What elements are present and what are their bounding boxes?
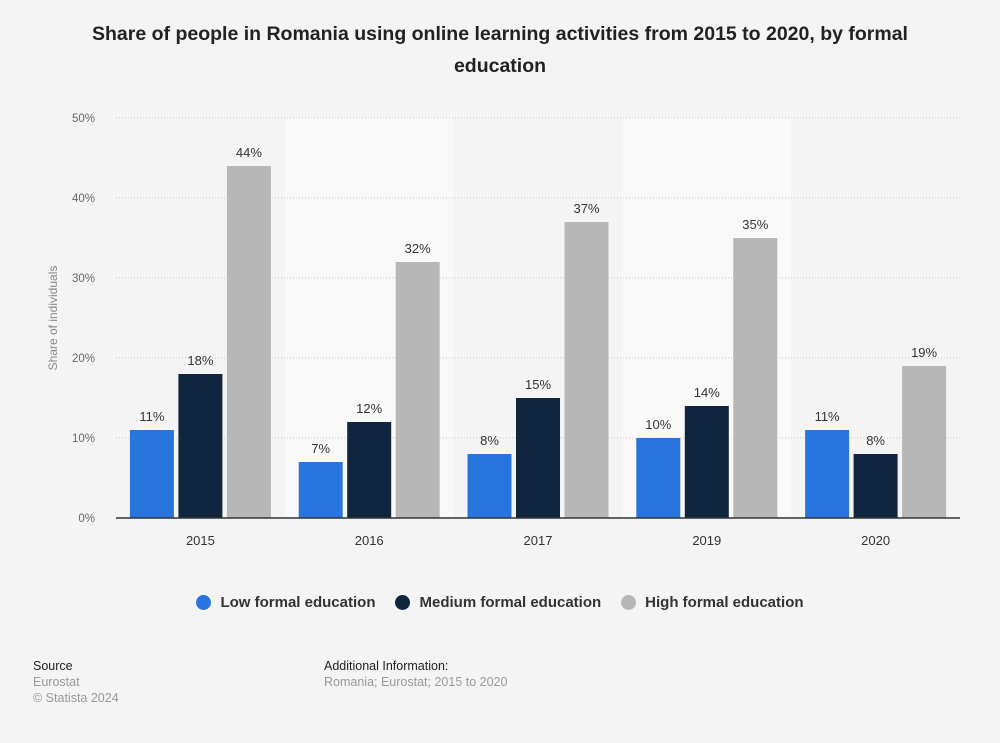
bar-2019-1 bbox=[684, 406, 729, 518]
source-label: Source bbox=[33, 659, 73, 673]
data-label: 11% bbox=[139, 409, 164, 424]
x-tick-label: 2019 bbox=[692, 533, 721, 548]
bar-2017-1 bbox=[516, 398, 560, 518]
bar-2016-0 bbox=[298, 462, 343, 518]
data-label: 14% bbox=[694, 385, 720, 400]
bar-2015-0 bbox=[129, 430, 174, 518]
bar-2019-0 bbox=[636, 438, 681, 518]
x-tick-label: 2020 bbox=[861, 533, 890, 548]
legend-dot-low bbox=[196, 595, 212, 610]
bar-2020-1 bbox=[853, 454, 898, 518]
legend-dot-high bbox=[621, 595, 637, 610]
data-label: 19% bbox=[911, 345, 937, 360]
x-tick-label: 2015 bbox=[186, 533, 215, 548]
copyright: © Statista 2024 bbox=[33, 691, 119, 705]
data-label: 8% bbox=[480, 433, 499, 448]
data-label: 37% bbox=[573, 201, 599, 216]
data-label: 35% bbox=[742, 217, 768, 232]
data-label: 18% bbox=[187, 353, 213, 368]
additional-info-label: Additional Information: bbox=[324, 659, 449, 673]
bar-2017-2 bbox=[564, 222, 609, 518]
legend-label-low: Low formal education bbox=[220, 594, 376, 611]
bar-2016-1 bbox=[347, 422, 392, 518]
y-tick-label: 50% bbox=[72, 113, 95, 125]
source-link[interactable]: Eurostat bbox=[33, 675, 80, 689]
data-label: 15% bbox=[525, 377, 551, 392]
y-axis-label: Share of individuals bbox=[46, 266, 60, 371]
bar-2015-1 bbox=[178, 374, 223, 518]
source-block: Source Eurostat © Statista 2024 bbox=[33, 658, 119, 706]
x-tick-label: 2016 bbox=[355, 533, 384, 548]
legend-label-high: High formal education bbox=[645, 594, 804, 611]
y-tick-label: 10% bbox=[72, 433, 95, 445]
bar-2016-2 bbox=[395, 262, 440, 518]
legend: Low formal education Medium formal educa… bbox=[0, 594, 1000, 611]
legend-item-medium[interactable]: Medium formal education bbox=[395, 594, 601, 611]
legend-label-medium: Medium formal education bbox=[419, 594, 602, 611]
y-tick-label: 0% bbox=[78, 513, 95, 525]
legend-dot-medium bbox=[395, 595, 411, 610]
bar-2017-0 bbox=[467, 454, 512, 518]
x-tick-label: 2017 bbox=[524, 533, 553, 548]
y-tick-label: 40% bbox=[72, 193, 95, 205]
additional-info-block: Additional Information: Romania; Eurosta… bbox=[324, 658, 507, 690]
bar-chart: 0% 10% 20% 30% 40% 50% Share of individuals 11%… bbox=[46, 113, 960, 548]
y-tick-label: 20% bbox=[72, 353, 95, 365]
data-label: 8% bbox=[866, 433, 885, 448]
legend-item-low[interactable]: Low formal education bbox=[196, 594, 375, 611]
bar-2019-2 bbox=[733, 238, 778, 518]
data-label: 7% bbox=[311, 441, 330, 456]
bar-2015-2 bbox=[226, 166, 271, 518]
data-label: 32% bbox=[405, 241, 431, 256]
chart-title: Share of people in Romania using online … bbox=[92, 23, 908, 77]
data-label: 44% bbox=[236, 145, 262, 160]
bar-2020-2 bbox=[902, 366, 947, 518]
data-label: 12% bbox=[356, 401, 382, 416]
data-label: 11% bbox=[815, 409, 840, 424]
additional-info-text: Romania; Eurostat; 2015 to 2020 bbox=[324, 675, 508, 689]
data-label: 10% bbox=[645, 417, 671, 432]
legend-item-high[interactable]: High formal education bbox=[621, 594, 804, 611]
y-tick-label: 30% bbox=[72, 273, 95, 285]
bar-2020-0 bbox=[805, 430, 850, 518]
